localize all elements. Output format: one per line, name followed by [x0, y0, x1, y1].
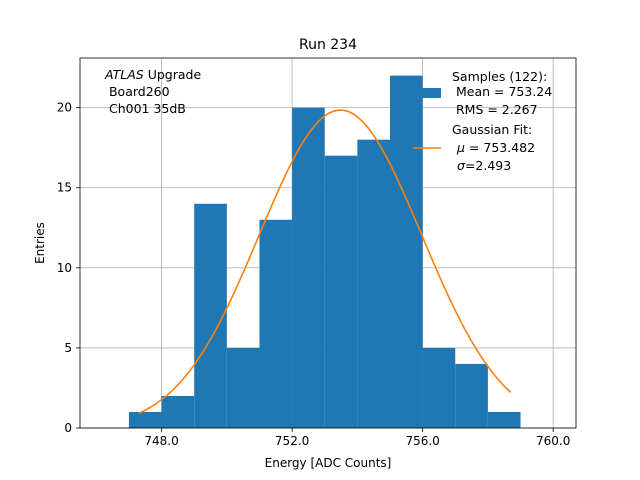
y-tick-label: 10 [57, 261, 72, 275]
histogram-bar [357, 139, 390, 429]
annotation-line-2: Board260 [105, 84, 170, 99]
annotation-line-1: ATLAS Upgrade [104, 67, 201, 82]
histogram-bar [455, 363, 488, 428]
legend-sigma-value: =2.493 [465, 158, 511, 173]
y-axis-label: Entries [33, 222, 47, 264]
legend-fit-title: Gaussian Fit: [452, 122, 532, 137]
histogram-bar [226, 347, 260, 428]
x-tick-label: 752.0 [275, 434, 309, 448]
x-tick-label: 760.0 [536, 434, 570, 448]
legend-fit-mu: μ = 753.482 [456, 140, 535, 155]
annotation-atlas-italic: ATLAS [104, 67, 144, 82]
gaussian-fit-curve [138, 109, 512, 415]
y-tick-label: 15 [57, 181, 72, 195]
histogram-bar [259, 219, 293, 428]
y-tick-label: 20 [57, 101, 72, 115]
x-tick-label: 756.0 [405, 434, 439, 448]
gaussian-fit-layer [138, 109, 512, 415]
legend: Samples (122): Mean = 753.24 RMS = 2.267… [413, 69, 552, 173]
chart-title: Run 234 [299, 37, 357, 53]
histogram-bar [292, 107, 325, 428]
legend-samples-swatch [413, 88, 441, 98]
histogram-bar [487, 411, 521, 428]
legend-sigma-symbol: σ [457, 158, 466, 173]
annotation-upgrade: Upgrade [144, 67, 202, 82]
x-tick-label: 748.0 [144, 434, 178, 448]
legend-samples-rms: RMS = 2.267 [452, 102, 538, 117]
plot-frame [79, 57, 577, 429]
y-tick-label: 0 [64, 421, 72, 435]
legend-mu-value: = 753.482 [465, 140, 535, 155]
annotation-line-3: Ch001 35dB [105, 101, 186, 116]
y-tick-label: 5 [64, 341, 72, 355]
histogram-bar [128, 411, 162, 428]
legend-samples-mean: Mean = 753.24 [452, 84, 552, 99]
legend-mu-symbol: μ [456, 140, 465, 155]
atlas-annotation: ATLAS Upgrade Board260 Ch001 35dB [104, 67, 201, 116]
legend-samples-title: Samples (122): [452, 69, 547, 84]
x-axis-ticks: 748.0 752.0 756.0 760.0 [144, 428, 570, 448]
histogram-bar [422, 347, 456, 428]
x-axis-label: Energy [ADC Counts] [265, 456, 392, 470]
y-axis-ticks: 0 5 10 15 20 [57, 101, 80, 435]
histogram-bar [194, 203, 227, 428]
legend-fit-sigma: σ=2.493 [457, 158, 511, 173]
histogram-bars [128, 75, 521, 429]
histogram-bar [324, 155, 358, 428]
histogram-bar [390, 75, 423, 428]
histogram-bar [161, 395, 195, 428]
